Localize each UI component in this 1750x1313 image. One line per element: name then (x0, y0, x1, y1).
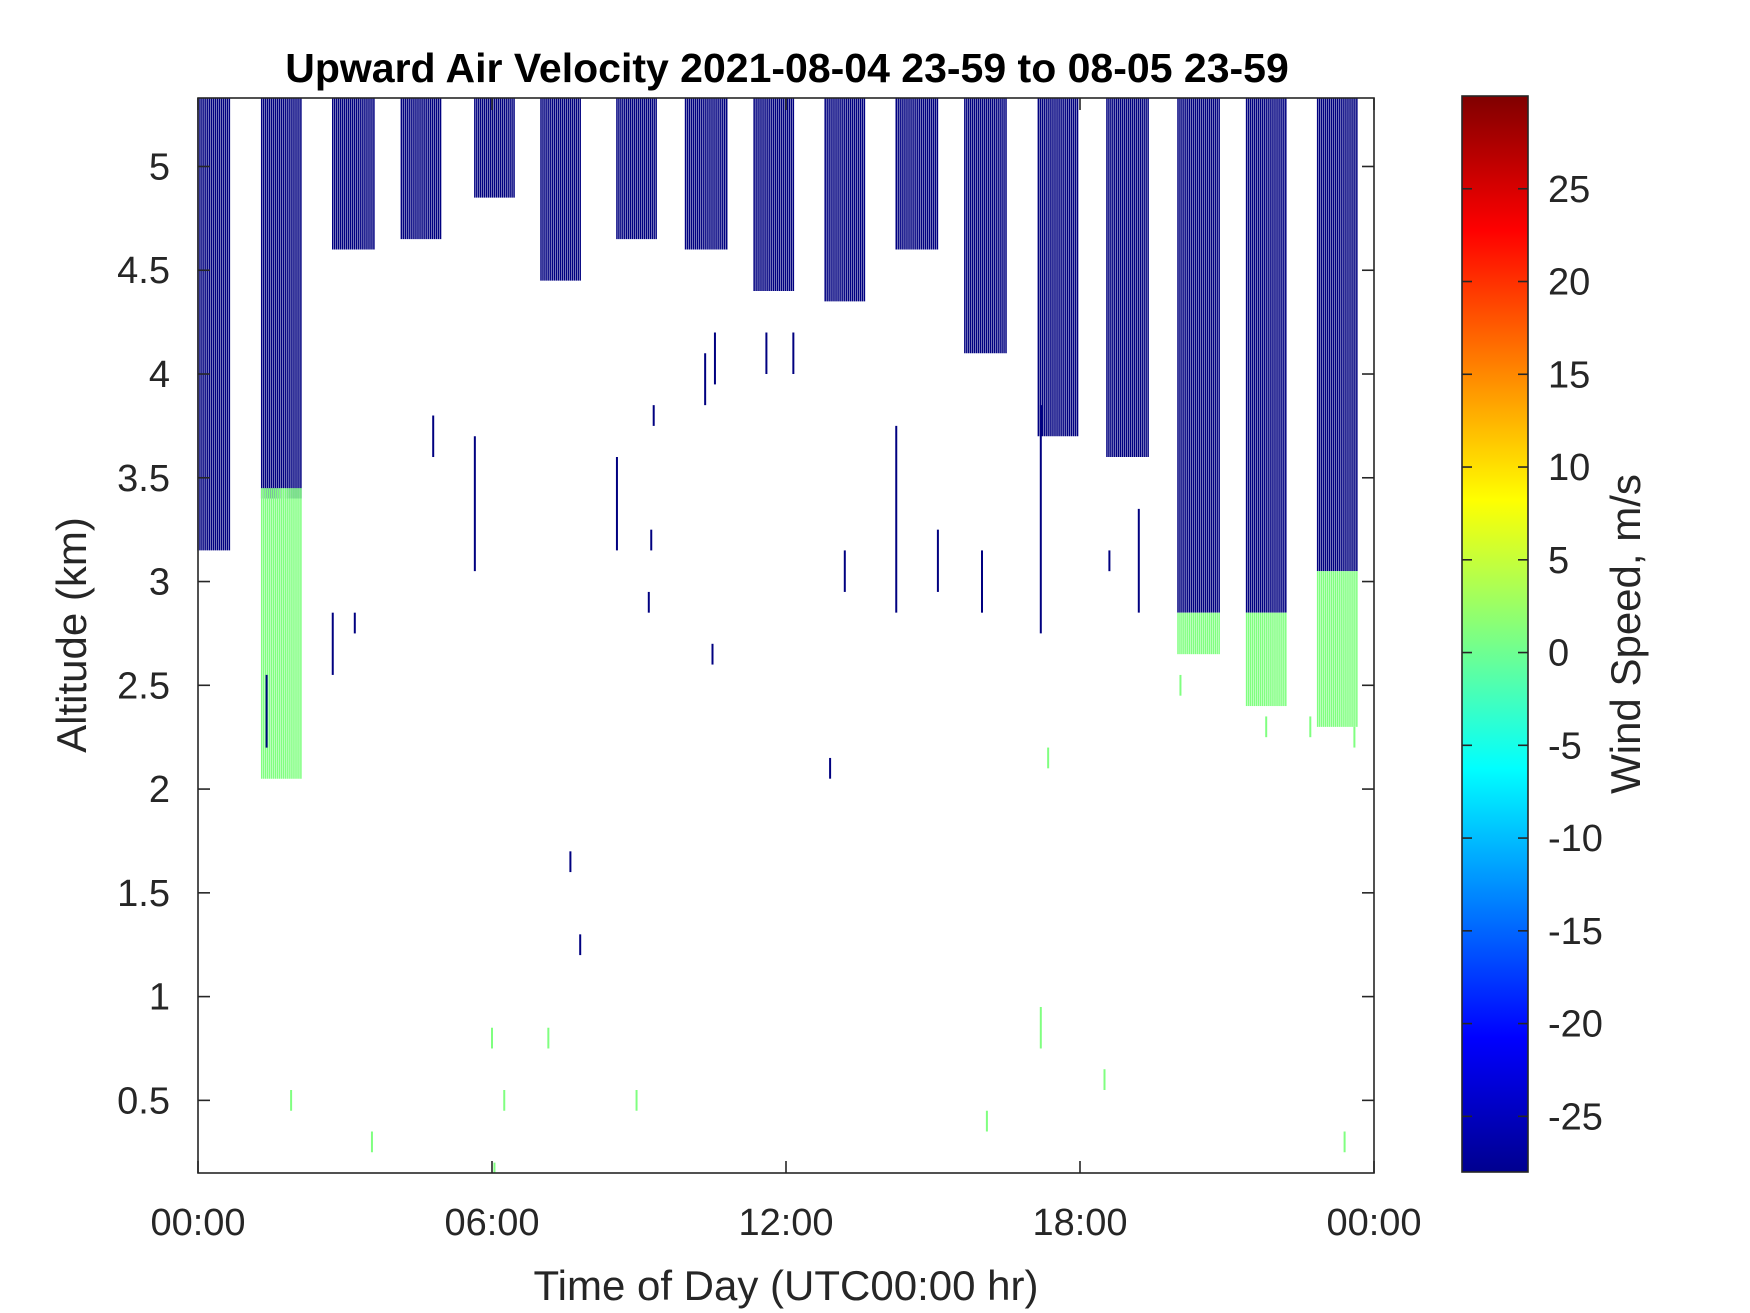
y-tick-label: 2.5 (117, 665, 170, 707)
colorbar: -25 -20 -15 -10 -5 0 5 10 15 20 25 Wind Speed, m/s (1461, 95, 1649, 1173)
x-tick-label: 00:00 (1326, 1202, 1421, 1244)
y-tick-label: 2 (149, 769, 170, 811)
profile-block-8 (753, 98, 795, 292)
colorbar-tick-label: 25 (1548, 169, 1590, 211)
profile-block-10 (895, 98, 939, 250)
near-zero-block-3 (1316, 571, 1358, 727)
colorbar-label: Wind Speed, m/s (1602, 474, 1649, 794)
y-axis-ticks: 0.5 1 1.5 2 2.5 3 3.5 4 4.5 5 (117, 146, 1374, 1122)
colorbar-tick-label: 20 (1548, 262, 1590, 304)
profile-block-0 (197, 98, 231, 551)
chart-title: Upward Air Velocity 2021-08-04 23-59 to … (285, 45, 1289, 91)
profile-block-4 (474, 98, 515, 198)
x-axis-label: Time of Day (UTC00:00 hr) (534, 1262, 1039, 1309)
y-tick-label: 0.5 (117, 1080, 170, 1122)
profile-block-1 (260, 98, 302, 499)
colorbar-ticks: -25 -20 -15 -10 -5 0 5 10 15 20 25 (1462, 169, 1603, 1138)
y-tick-label: 3 (149, 562, 170, 604)
colorbar-tick-label: 10 (1548, 447, 1590, 489)
colorbar-gradient (1461, 95, 1529, 1173)
data-layer (197, 98, 1358, 1173)
profile-block-14 (1177, 98, 1220, 613)
x-tick-label: 12:00 (738, 1202, 833, 1244)
colorbar-tick-label: 5 (1548, 540, 1569, 582)
x-tick-label: 00:00 (150, 1202, 245, 1244)
profile-block-2 (332, 98, 375, 250)
y-tick-label: 4.5 (117, 250, 170, 292)
y-tick-label: 1.5 (117, 873, 170, 915)
y-tick-label: 1 (149, 977, 170, 1019)
y-axis-label: Altitude (km) (48, 517, 95, 753)
near-zero-block-1 (1177, 612, 1220, 655)
colorbar-tick-label: -5 (1548, 725, 1582, 767)
profile-block-5 (540, 98, 581, 281)
profile-block-13 (1106, 98, 1149, 458)
profile-block-11 (964, 98, 1007, 354)
profile-block-6 (616, 98, 657, 240)
plot-area: 00:00 06:00 12:00 18:00 00:00 0.5 1 1.5 2 2.5 3 3.… (117, 97, 1422, 1244)
x-axis-ticks: 00:00 06:00 12:00 18:00 00:00 (150, 98, 1422, 1244)
x-tick-label: 18:00 (1032, 1202, 1127, 1244)
near-zero-block-2 (1245, 612, 1287, 707)
y-tick-label: 4 (149, 354, 170, 396)
y-tick-label: 5 (149, 146, 170, 188)
colorbar-tick-label: 15 (1548, 354, 1590, 396)
profile-block-16 (1316, 98, 1358, 572)
profile-block-9 (824, 98, 866, 302)
colorbar-tick-label: -20 (1548, 1004, 1603, 1046)
colorbar-tick-label: 0 (1548, 633, 1569, 675)
x-tick-label: 06:00 (444, 1202, 539, 1244)
profile-block-12 (1037, 98, 1079, 437)
profile-block-15 (1245, 98, 1287, 613)
colorbar-tick-label: -10 (1548, 818, 1603, 860)
colorbar-tick-label: -25 (1548, 1096, 1603, 1138)
profile-block-7 (684, 98, 728, 250)
colorbar-tick-label: -15 (1548, 911, 1603, 953)
y-tick-label: 3.5 (117, 458, 170, 500)
near-zero-block-0 (260, 488, 302, 779)
profile-block-3 (400, 98, 442, 240)
